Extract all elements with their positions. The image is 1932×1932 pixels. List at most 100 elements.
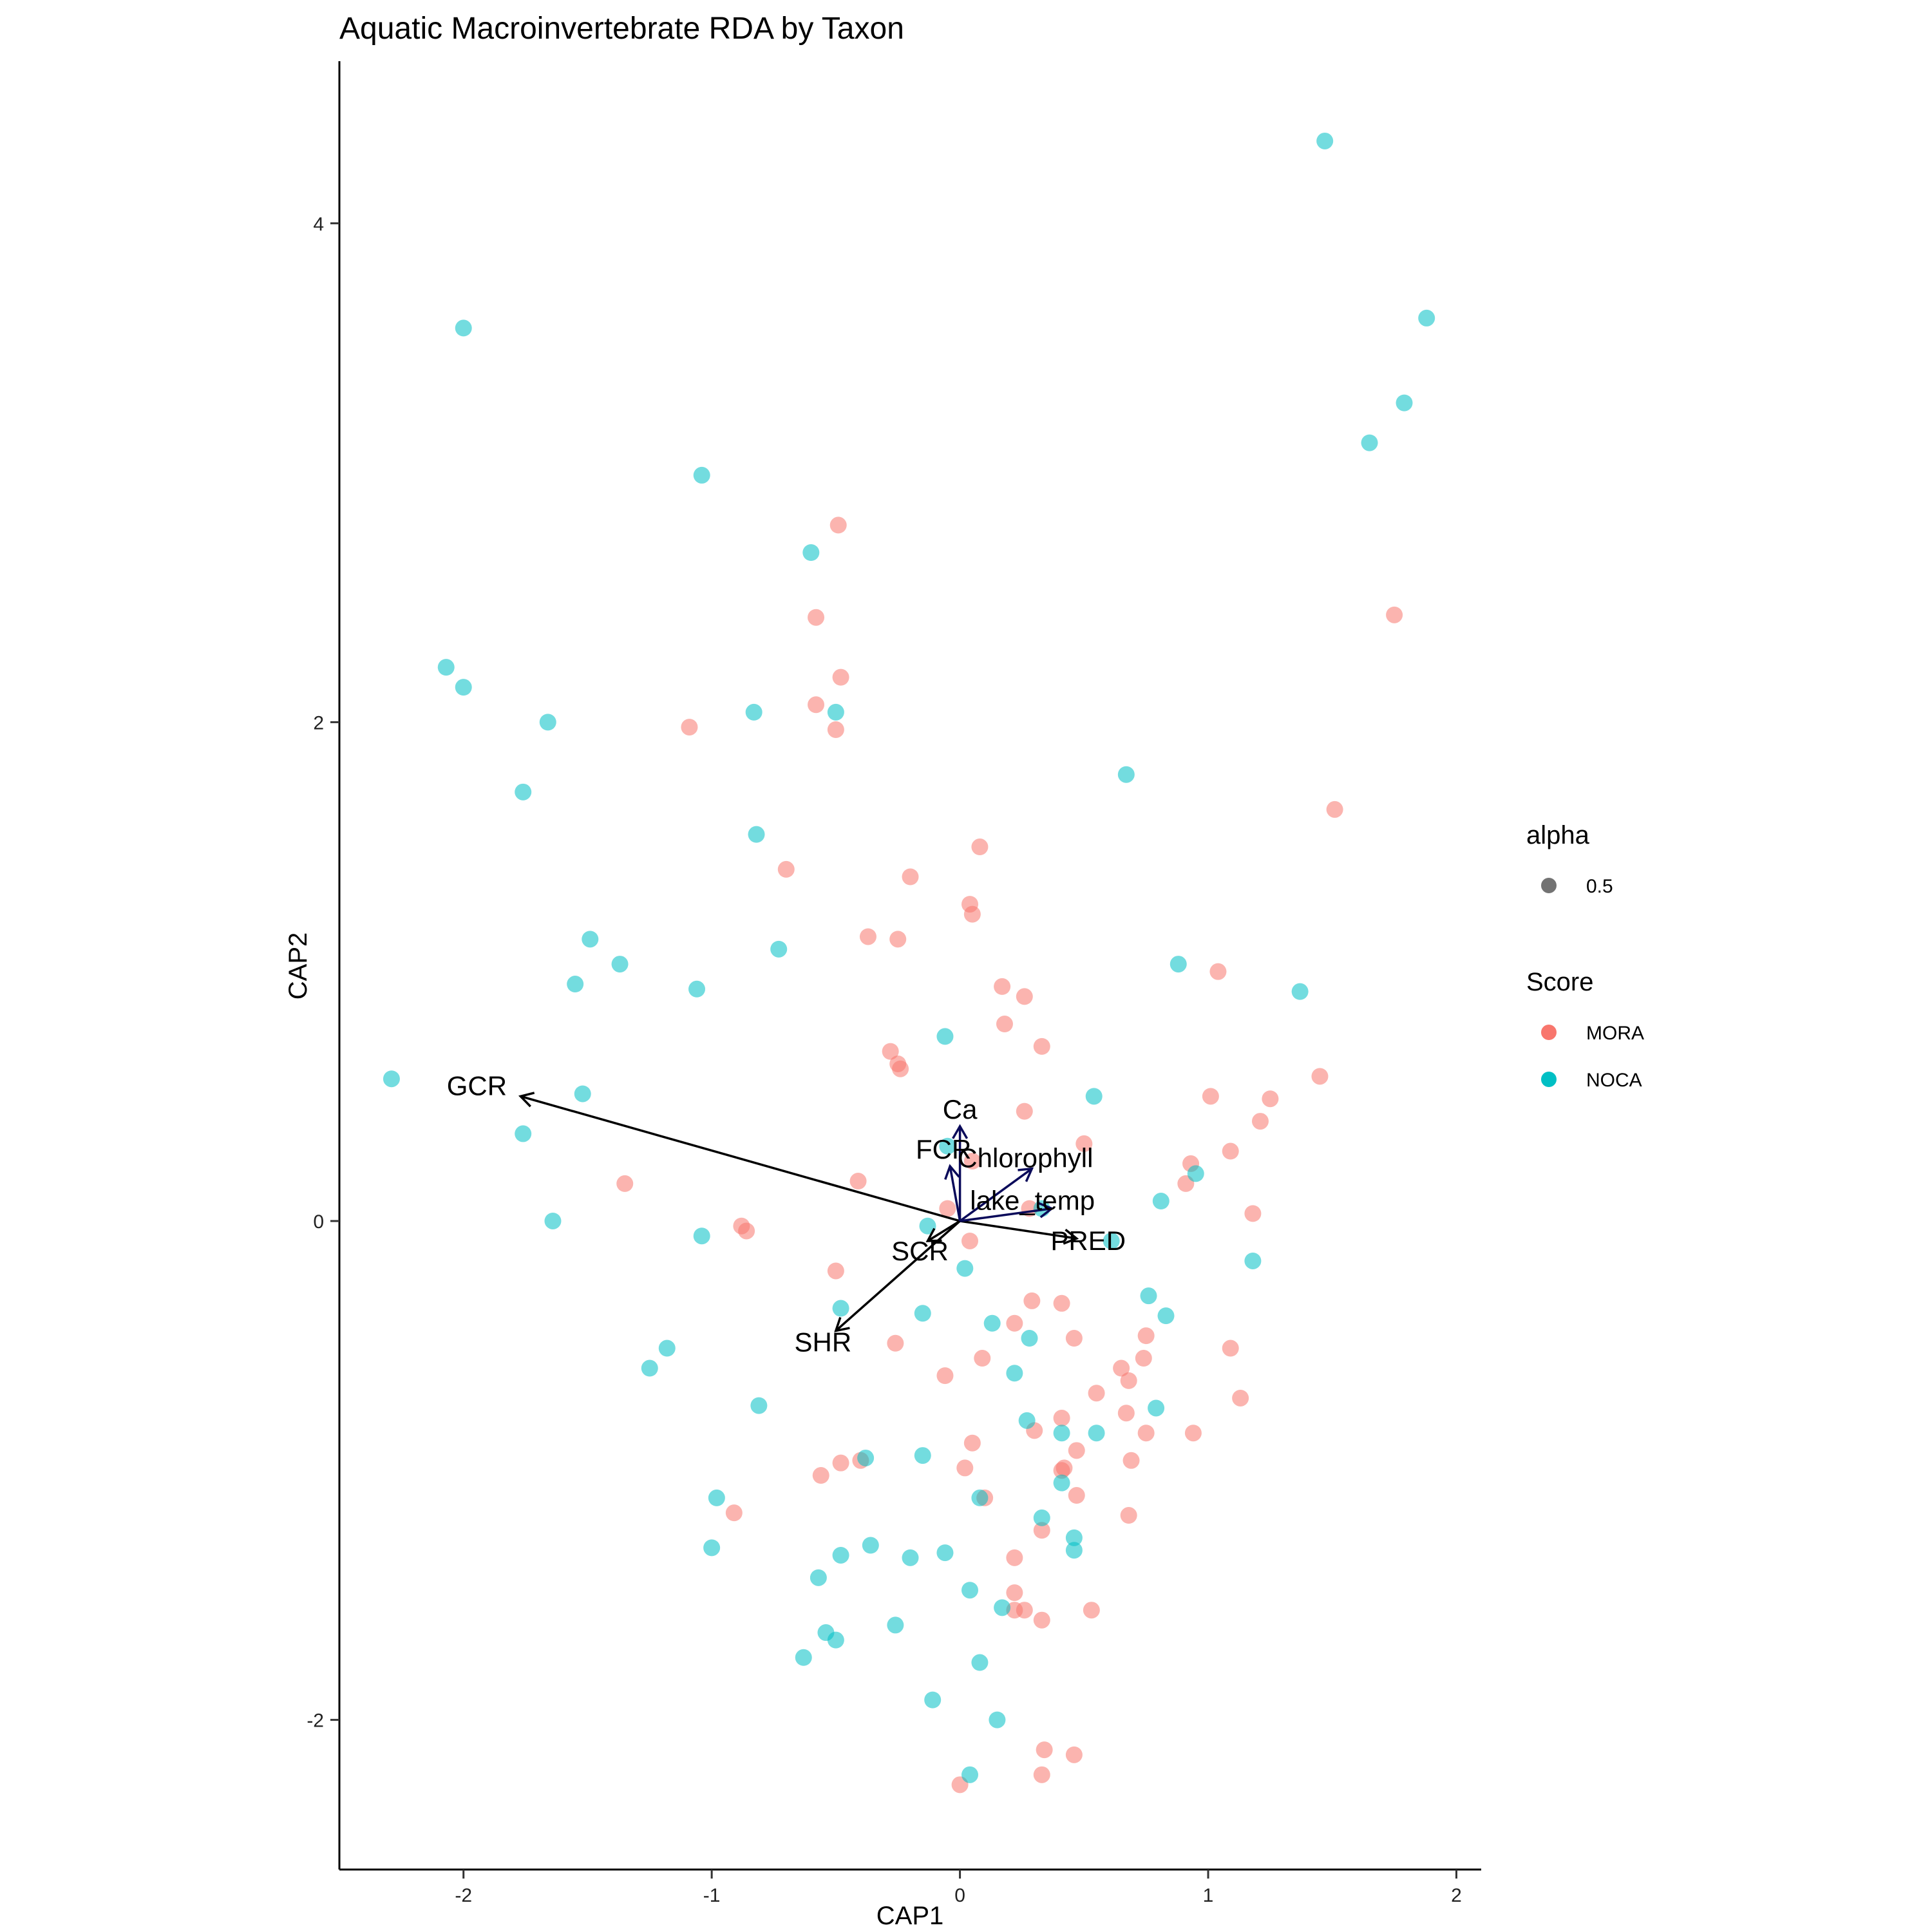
point-noca	[515, 783, 532, 800]
point-noca	[515, 1125, 532, 1142]
point-mora	[1065, 1330, 1083, 1347]
point-noca	[802, 544, 820, 562]
point-mora	[1311, 1068, 1329, 1085]
point-mora	[1137, 1425, 1155, 1442]
arrow-lake-temp	[960, 1207, 1052, 1222]
point-noca	[832, 1546, 849, 1564]
point-mora	[777, 860, 795, 878]
arrow-chlorophyll	[959, 1168, 1033, 1222]
y-tick-label: 4	[313, 214, 324, 235]
point-mora	[963, 905, 981, 923]
arrow-label-ca: Ca	[943, 1094, 978, 1124]
point-mora	[961, 1232, 979, 1249]
point-noca	[1316, 132, 1334, 149]
point-noca	[961, 1582, 979, 1599]
point-mora	[832, 1454, 849, 1472]
point-noca	[1085, 1088, 1103, 1105]
point-mora	[1386, 606, 1403, 623]
point-noca	[1053, 1425, 1070, 1442]
point-noca	[693, 1227, 710, 1245]
point-noca	[1103, 1232, 1120, 1249]
y-tick-label: 2	[313, 712, 324, 734]
point-mora	[1326, 800, 1343, 818]
point-mora	[808, 696, 825, 714]
point-noca	[862, 1537, 879, 1554]
point-mora	[1113, 1359, 1130, 1377]
point-noca	[961, 1766, 979, 1783]
point-mora	[1006, 1549, 1023, 1566]
point-noca	[437, 659, 455, 676]
arrowhead-scr	[925, 1227, 942, 1242]
point-noca	[641, 1359, 658, 1377]
point-mora	[887, 1334, 904, 1352]
point-mora	[1135, 1350, 1152, 1367]
point-mora	[1033, 1611, 1050, 1629]
point-mora	[1033, 1766, 1050, 1783]
arrow-label-shr: SHR	[795, 1327, 852, 1357]
point-noca	[574, 1085, 591, 1103]
y-tick-label: -2	[307, 1710, 324, 1732]
point-mora	[974, 1350, 991, 1367]
point-noca	[924, 1691, 942, 1709]
point-mora	[1053, 1294, 1070, 1312]
point-mora	[936, 1367, 954, 1385]
point-noca	[1152, 1193, 1170, 1210]
y-tick-label: 0	[313, 1211, 324, 1233]
arrow-label-fcr: FCR	[916, 1134, 971, 1164]
legend-alpha-label: 0.5	[1586, 876, 1613, 897]
point-mora	[902, 868, 919, 886]
point-mora	[1016, 988, 1033, 1005]
arrow-gcr	[520, 1095, 961, 1222]
x-tick-label: 0	[954, 1885, 965, 1906]
point-noca	[914, 1305, 931, 1322]
point-noca	[827, 703, 844, 721]
point-mora	[1244, 1205, 1262, 1222]
point-noca	[857, 1449, 875, 1466]
arrowhead-chlorophyll	[1018, 1167, 1034, 1182]
point-mora	[939, 1200, 956, 1217]
point-noca	[832, 1300, 849, 1317]
point-mora	[1053, 1409, 1070, 1426]
point-noca	[1065, 1529, 1083, 1546]
point-mora	[889, 931, 907, 948]
point-mora	[616, 1175, 634, 1192]
point-noca	[956, 1260, 974, 1277]
arrowhead-lake-temp	[1038, 1202, 1054, 1218]
point-mora	[882, 1043, 899, 1060]
legend-label-mora: MORA	[1586, 1023, 1644, 1044]
point-noca	[1088, 1425, 1105, 1442]
point-noca	[1244, 1252, 1262, 1269]
point-noca	[567, 976, 584, 993]
x-tick-label: 1	[1203, 1885, 1214, 1906]
point-noca	[936, 1028, 954, 1045]
point-mora	[1088, 1385, 1105, 1402]
point-noca	[939, 1137, 956, 1155]
point-mora	[1083, 1602, 1100, 1619]
legend-score: Score MORA NOCA	[1526, 968, 1644, 1091]
legend-swatch-mora	[1541, 1025, 1557, 1040]
point-noca	[658, 1340, 676, 1357]
point-mora	[1006, 1314, 1023, 1332]
point-noca	[1396, 394, 1413, 412]
legend-label-noca: NOCA	[1586, 1070, 1642, 1091]
point-noca	[1187, 1165, 1204, 1182]
points-layer	[383, 132, 1435, 1794]
point-mora	[1075, 1135, 1093, 1152]
point-noca	[748, 826, 765, 843]
point-mora	[812, 1467, 829, 1484]
point-mora	[1023, 1292, 1041, 1309]
point-noca	[902, 1549, 919, 1566]
legend-alpha-swatch	[1541, 878, 1557, 893]
point-noca	[703, 1539, 721, 1557]
point-noca	[1065, 1542, 1083, 1559]
y-axis-ticks: -2 0 2 4	[307, 214, 339, 1732]
point-noca	[919, 1217, 936, 1235]
point-mora	[827, 721, 844, 738]
point-noca	[1170, 956, 1187, 973]
point-mora	[1137, 1327, 1155, 1345]
point-mora	[1068, 1442, 1085, 1459]
arrow-label-scr: SCR	[891, 1236, 949, 1266]
point-mora	[1184, 1425, 1202, 1442]
point-mora	[996, 1016, 1013, 1033]
